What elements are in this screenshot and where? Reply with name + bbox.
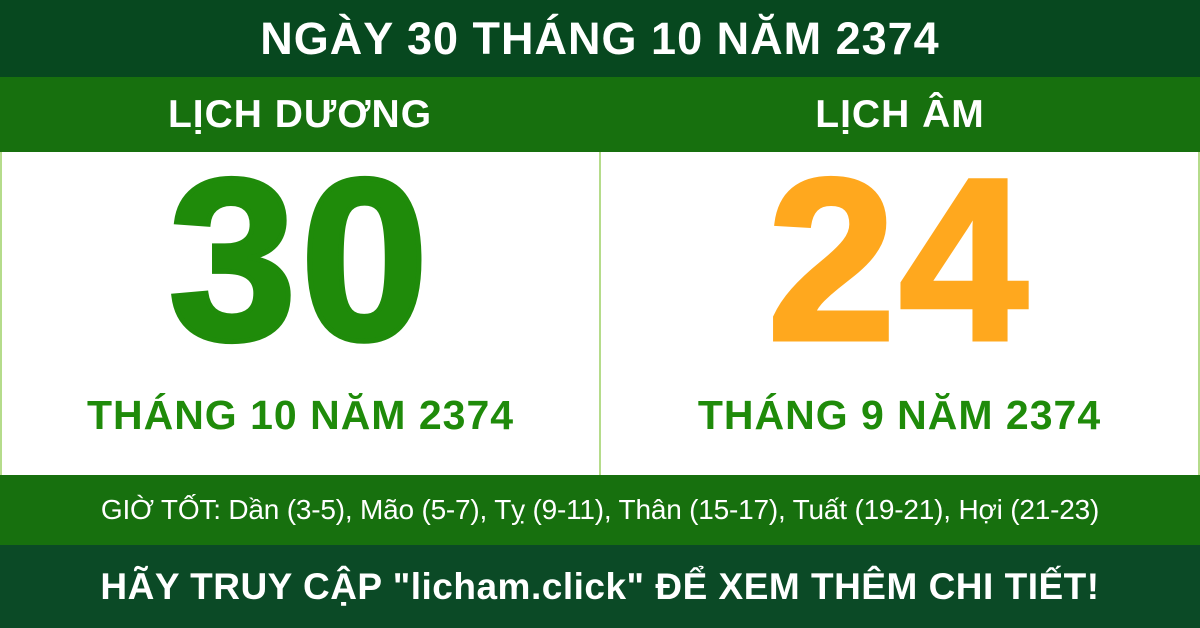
solar-day-number: 30 xyxy=(166,152,433,388)
lunar-day-number: 24 xyxy=(765,152,1032,388)
solar-month-year-label: THÁNG 10 NĂM 2374 xyxy=(86,392,515,438)
calendar-headers-row: LỊCH DƯƠNG LỊCH ÂM xyxy=(0,77,1200,152)
footer-cta-bar: HÃY TRUY CẬP "licham.click" ĐỂ XEM THÊM … xyxy=(0,545,1200,628)
solar-day-panel: 30 THÁNG 10 NĂM 2374 xyxy=(2,152,599,475)
solar-calendar-header: LỊCH DƯƠNG xyxy=(167,92,433,136)
lunar-calendar-header: LỊCH ÂM xyxy=(815,92,985,136)
footer-cta-text: HÃY TRUY CẬP "licham.click" ĐỂ XEM THÊM … xyxy=(100,565,1100,607)
day-panels-row: 30 THÁNG 10 NĂM 2374 24 THÁNG 9 NĂM 2374 xyxy=(0,152,1200,475)
good-hours-bar: GIỜ TỐT: Dần (3-5), Mão (5-7), Tỵ (9-11)… xyxy=(0,475,1200,545)
date-title: NGÀY 30 THÁNG 10 NĂM 2374 xyxy=(260,12,940,64)
good-hours-text: GIỜ TỐT: Dần (3-5), Mão (5-7), Tỵ (9-11)… xyxy=(100,494,1100,525)
title-bar: NGÀY 30 THÁNG 10 NĂM 2374 xyxy=(0,0,1200,77)
lunar-month-year-label: THÁNG 9 NĂM 2374 xyxy=(697,392,1102,438)
lunar-day-panel: 24 THÁNG 9 NĂM 2374 xyxy=(601,152,1198,475)
